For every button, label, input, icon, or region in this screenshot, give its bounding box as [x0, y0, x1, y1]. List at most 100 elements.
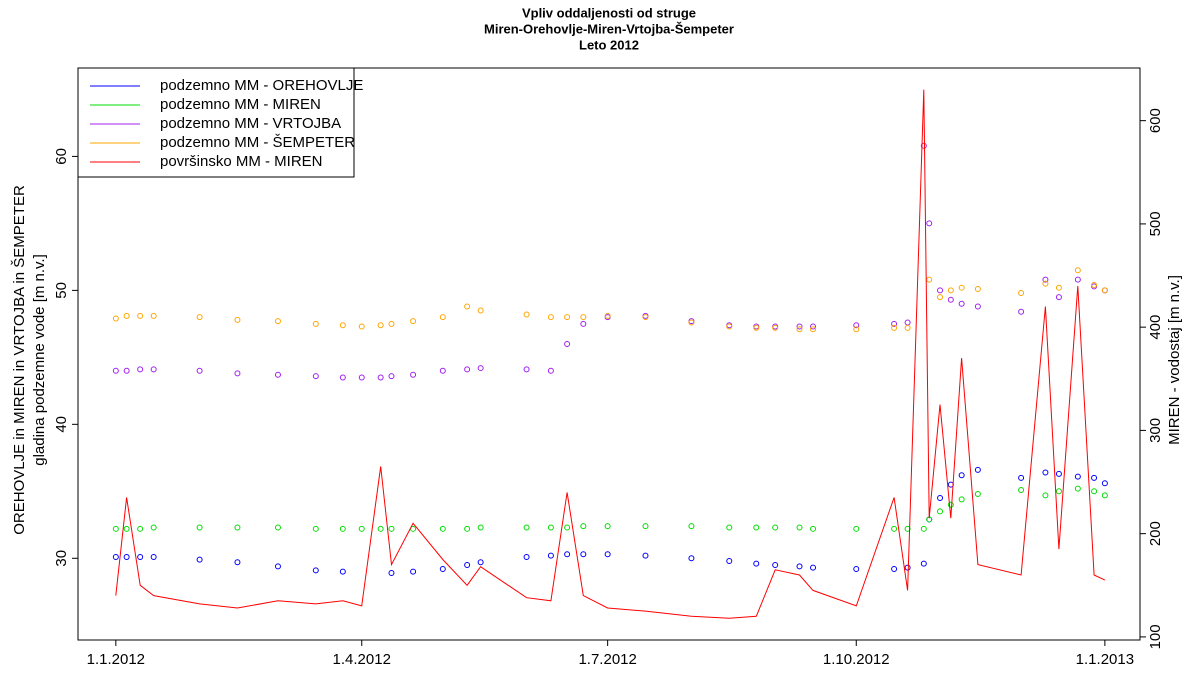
series [115, 89, 1106, 619]
y2-tick-label: 400 [1147, 315, 1164, 340]
data-point [547, 524, 554, 531]
data-point [234, 316, 241, 323]
data-point [1101, 480, 1108, 487]
data-point [796, 524, 803, 531]
data-point [1055, 284, 1062, 291]
data-point [123, 367, 130, 374]
data-point [439, 314, 446, 321]
chart-subtitle: Leto 2012 [579, 37, 639, 52]
data-point [410, 371, 417, 378]
data-point [753, 324, 760, 331]
data-point [564, 524, 571, 531]
data-point [1091, 474, 1098, 481]
data-point [958, 496, 965, 503]
data-point [1018, 290, 1025, 297]
data-point [891, 320, 898, 327]
data-point [958, 472, 965, 479]
series [112, 485, 1108, 532]
data-point [312, 567, 319, 574]
data-point [196, 556, 203, 563]
data-point [642, 523, 649, 530]
x-tick-label: 1.1.2012 [87, 651, 145, 668]
data-point [388, 525, 395, 532]
data-point [947, 287, 954, 294]
y-tick-label: 60 [53, 148, 70, 165]
data-point [1042, 469, 1049, 476]
data-point [196, 314, 203, 321]
data-point [1055, 470, 1062, 477]
data-point [974, 286, 981, 293]
data-point [564, 340, 571, 347]
data-point [891, 525, 898, 532]
data-point [947, 296, 954, 303]
legend-label: podzemno MM - VRTOJBA [160, 115, 341, 132]
data-point [1091, 282, 1098, 289]
data-point [753, 524, 760, 531]
data-point [439, 525, 446, 532]
data-point [853, 566, 860, 573]
data-point [810, 564, 817, 571]
data-point [564, 551, 571, 558]
data-point [150, 312, 157, 319]
data-point [312, 320, 319, 327]
data-point [377, 374, 384, 381]
data-point [1042, 276, 1049, 283]
data-point [853, 326, 860, 333]
y2-tick-label: 200 [1147, 521, 1164, 546]
data-point [112, 315, 119, 322]
data-point [810, 326, 817, 333]
series [112, 142, 1108, 381]
data-point [564, 314, 571, 321]
data-point [772, 561, 779, 568]
data-point [150, 366, 157, 373]
data-point [904, 319, 911, 326]
data-point [1018, 308, 1025, 315]
data-point [477, 524, 484, 531]
data-point [274, 524, 281, 531]
data-point [726, 524, 733, 531]
data-point [810, 323, 817, 330]
data-point [642, 314, 649, 321]
data-point [464, 303, 471, 310]
y2-tick-label: 600 [1147, 108, 1164, 133]
data-point [1042, 492, 1049, 499]
data-point [1074, 485, 1081, 492]
data-point [123, 312, 130, 319]
data-point [1101, 287, 1108, 294]
data-point [772, 324, 779, 331]
legend-label: podzemno MM - OREHOVLJE [160, 77, 363, 94]
data-point [726, 557, 733, 564]
data-point [388, 570, 395, 577]
legend-label: podzemno MM - ŠEMPETER [160, 134, 355, 151]
data-point [580, 314, 587, 321]
data-point [726, 323, 733, 330]
data-point [904, 324, 911, 331]
data-point [274, 563, 281, 570]
data-point [377, 322, 384, 329]
data-point [112, 553, 119, 560]
data-point [1055, 488, 1062, 495]
data-point [112, 367, 119, 374]
plot-frame [77, 67, 1141, 641]
data-point [388, 320, 395, 327]
data-point [580, 523, 587, 530]
data-point [112, 525, 119, 532]
data-point [312, 373, 319, 380]
data-point [796, 563, 803, 570]
data-point [1042, 280, 1049, 287]
data-point [958, 300, 965, 307]
data-point [150, 524, 157, 531]
data-point [358, 323, 365, 330]
y2-axis-label: MIREN - vodostaj [m n.v.] [1166, 275, 1183, 445]
data-point [464, 525, 471, 532]
data-point [810, 525, 817, 532]
x-tick-label: 1.4.2012 [333, 651, 391, 668]
data-point [339, 322, 346, 329]
y2-tick-label: 300 [1147, 418, 1164, 443]
data-point [274, 318, 281, 325]
data-point [937, 287, 944, 294]
data-point [234, 559, 241, 566]
data-point [853, 525, 860, 532]
data-point [796, 326, 803, 333]
